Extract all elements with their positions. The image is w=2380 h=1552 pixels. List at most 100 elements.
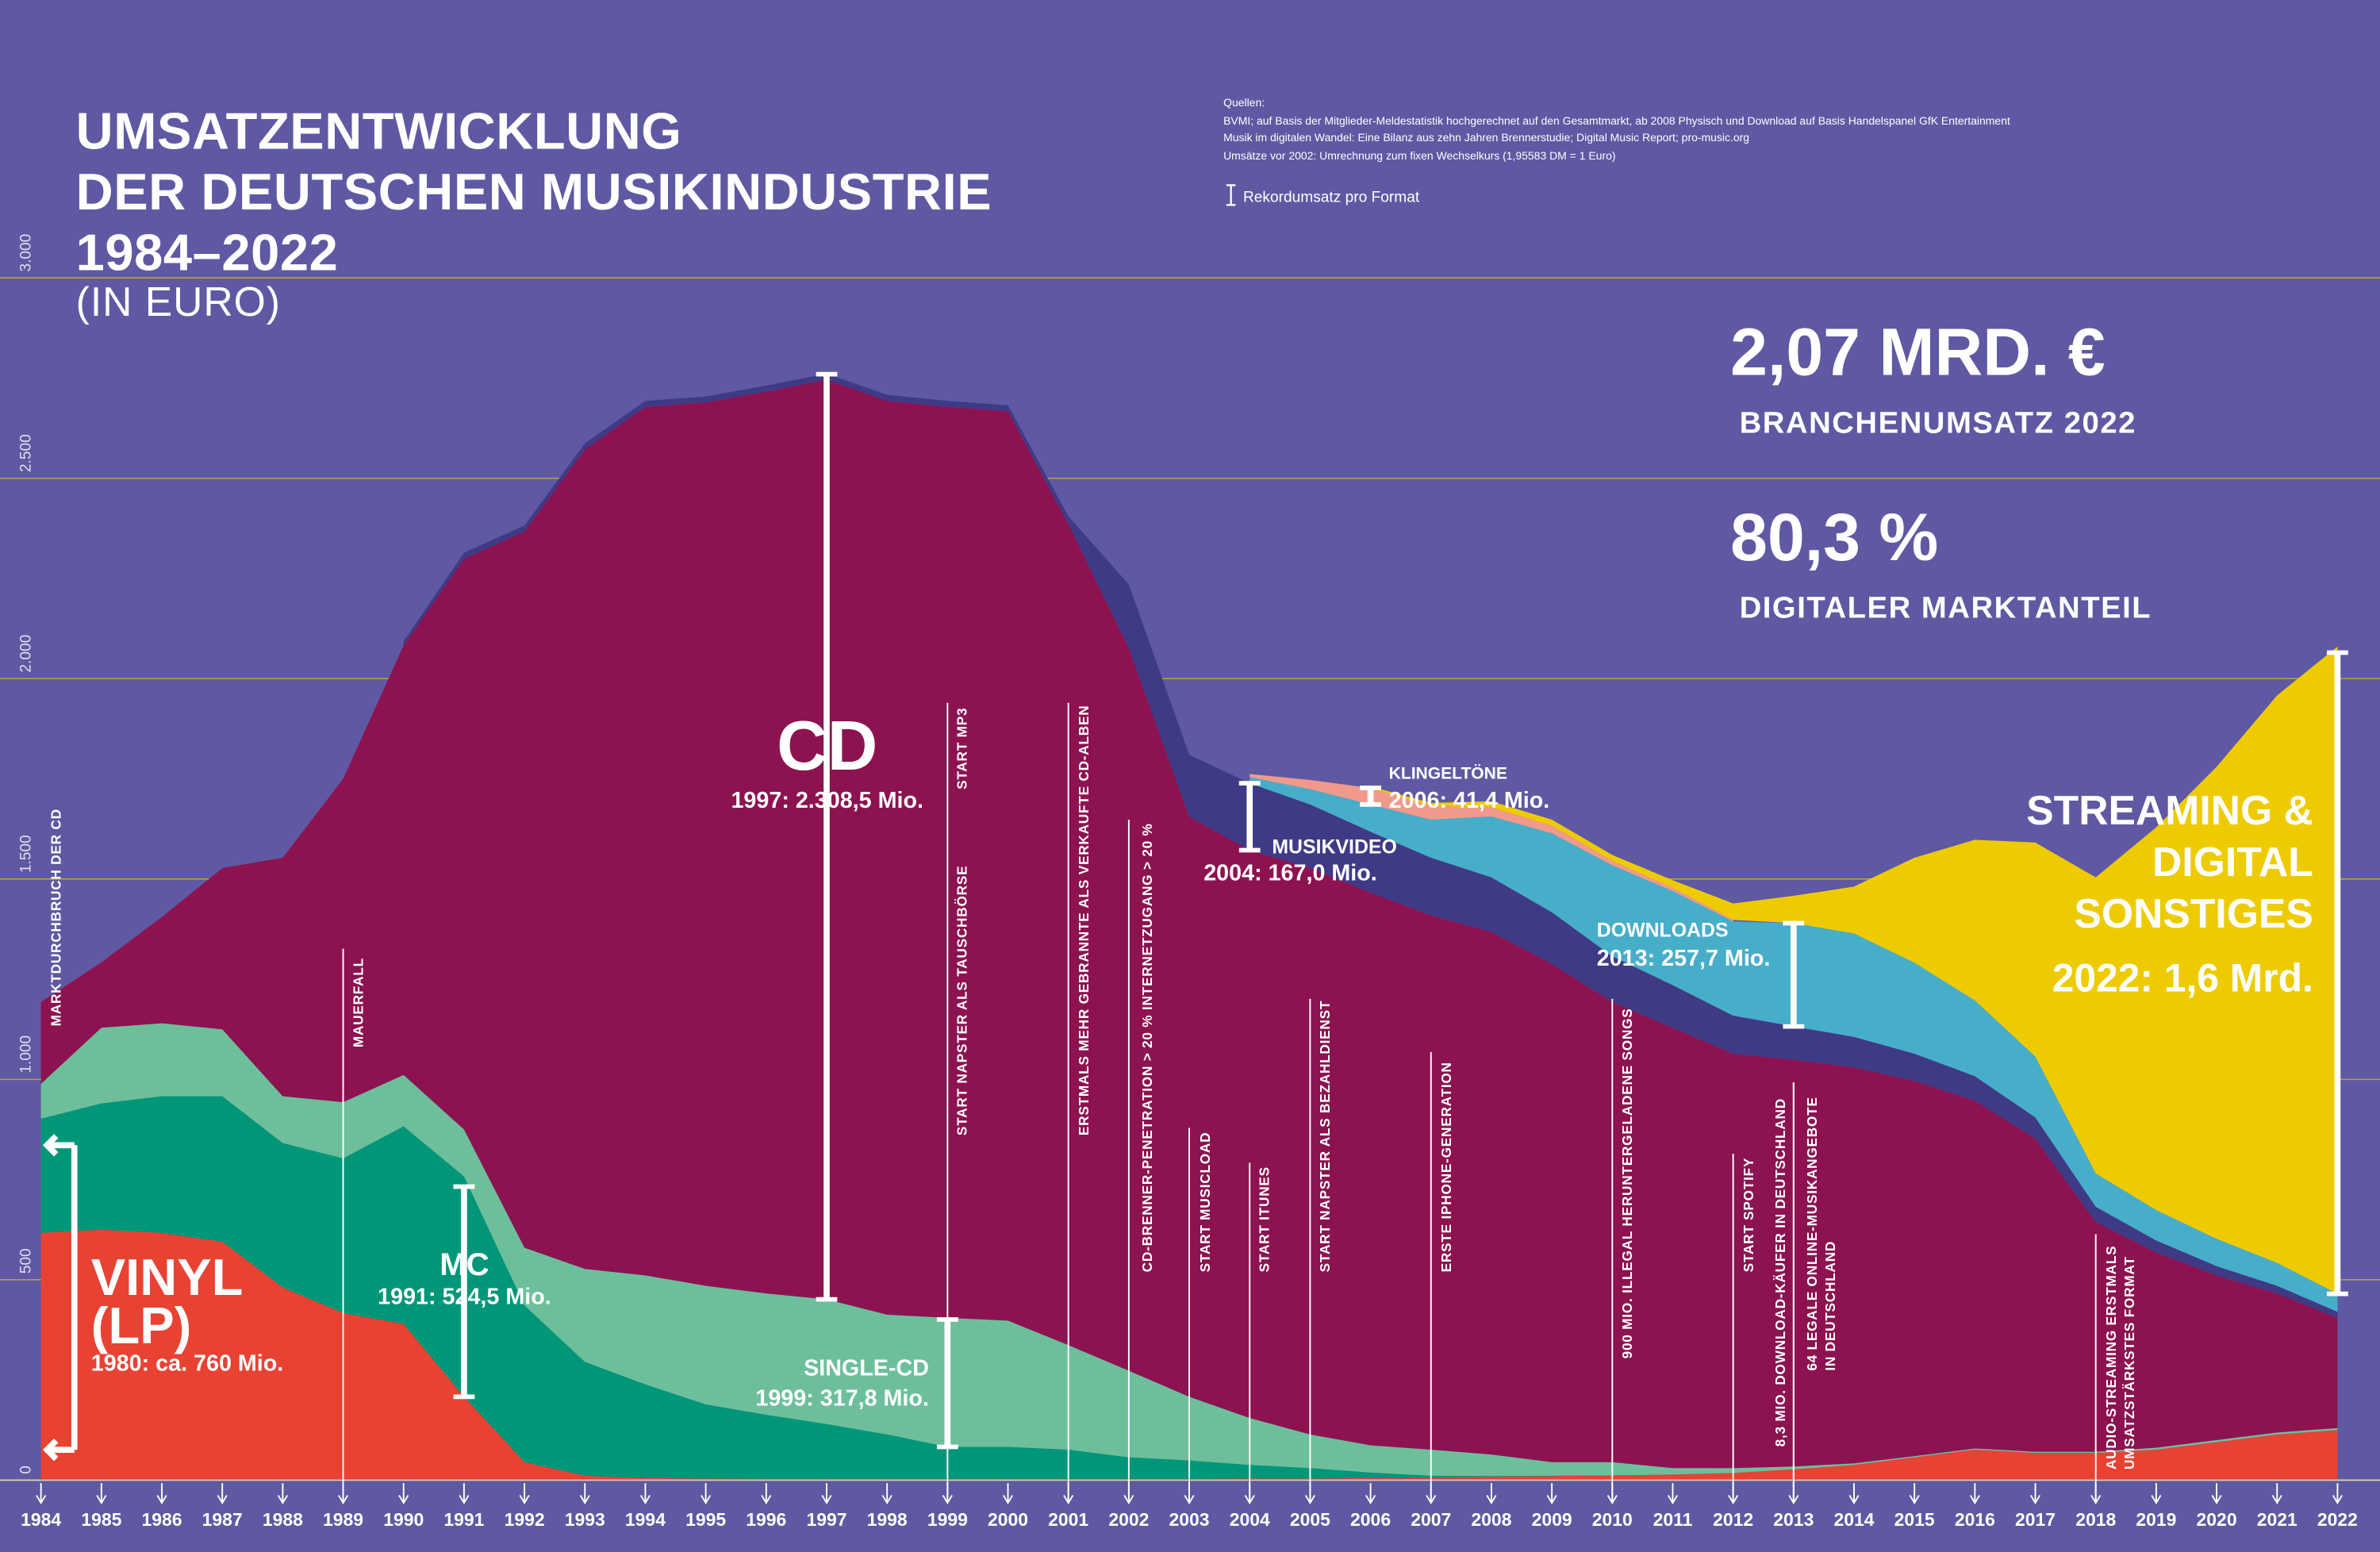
x-tick-label: 1999 xyxy=(927,1509,968,1530)
x-tick-label: 1994 xyxy=(625,1509,666,1530)
x-tick-arrow xyxy=(1667,1495,1679,1504)
y-tick-label: 2.500 xyxy=(17,434,34,472)
record-legend: Rekordumsatz pro Format xyxy=(1242,190,1420,207)
x-tick-label: 2013 xyxy=(1773,1509,1814,1530)
x-tick-label: 1996 xyxy=(746,1509,786,1530)
title-line: UMSATZENTWICKLUNG xyxy=(75,103,682,161)
subtitle: (IN EURO) xyxy=(75,279,281,325)
record-bar xyxy=(1238,781,1261,853)
event-label: CD-BRENNER-PENETRATION > 20 % INTERNETZU… xyxy=(1139,823,1155,1273)
source-line: Quellen: xyxy=(1223,95,1265,109)
x-tick-arrow xyxy=(156,1495,167,1504)
highlight-value: 80,3 % xyxy=(1730,501,1939,576)
x-tick-arrow xyxy=(1063,1495,1074,1504)
event-label: 64 LEGALE ONLINE-MUSIKANGEBOTE IN DEUTSC… xyxy=(1804,1097,1838,1371)
x-tick-label: 2016 xyxy=(1955,1509,1995,1530)
series-name: DOWNLOADS xyxy=(1596,918,1729,942)
area xyxy=(40,1229,2338,1481)
x-tick-arrow xyxy=(1546,1495,1557,1504)
x-tick-arrow xyxy=(1728,1495,1739,1504)
event-label: AUDIO-STREAMING ERSTMALS UMSATZSTÄRKSTES… xyxy=(2103,1245,2137,1470)
series-name: STREAMING & DIGITAL SONSTIGES xyxy=(2026,787,2313,936)
x-tick-arrow xyxy=(701,1495,712,1504)
event-label: 8,3 MIO. DOWNLOAD-KÄUFER IN DEUTSCHLAND xyxy=(1772,1098,1788,1447)
x-tick-label: 2003 xyxy=(1169,1509,1210,1530)
x-tick-label: 2007 xyxy=(1411,1509,1451,1530)
record-bar-arrow xyxy=(42,1134,75,1157)
series-record: 2013: 257,7 Mio. xyxy=(1596,945,1771,972)
record-bar xyxy=(42,1134,78,1462)
record-bar-arrow xyxy=(42,1438,75,1462)
x-tick-label: 2014 xyxy=(1833,1509,1874,1530)
event-label: START NAPSTER ALS TAUSCHBÖRSE xyxy=(954,865,971,1136)
area xyxy=(1370,646,2338,1294)
x-tick-arrow xyxy=(1123,1495,1134,1504)
x-tick-label: 2000 xyxy=(988,1509,1028,1530)
series-record: 1991: 524,5 Mio. xyxy=(378,1284,551,1311)
x-tick-arrow xyxy=(1848,1495,1860,1504)
series-name: KLINGELTÖNE xyxy=(1388,765,1507,784)
x-tick-arrow xyxy=(579,1495,590,1504)
series-record: 2004: 167,0 Mio. xyxy=(1203,860,1377,887)
highlight-label: DIGITALER MARKTANTEIL xyxy=(1739,592,2152,626)
y-tick-label: 500 xyxy=(17,1248,34,1273)
area xyxy=(40,1096,1553,1479)
x-tick-label: 1991 xyxy=(443,1509,484,1530)
x-tick-arrow xyxy=(1304,1495,1315,1504)
event-label: START MP3 xyxy=(954,707,971,789)
x-tick-label: 2022 xyxy=(2317,1509,2358,1530)
x-tick-label: 2015 xyxy=(1894,1509,1935,1530)
x-tick-arrow xyxy=(1788,1495,1799,1504)
event-label: START MUSICLOAD xyxy=(1196,1131,1212,1273)
x-tick-arrow xyxy=(821,1495,832,1504)
x-tick-label: 1987 xyxy=(202,1509,243,1530)
area xyxy=(1250,777,2338,1312)
event-label: START ITUNES xyxy=(1257,1166,1273,1273)
x-tick-arrow xyxy=(36,1495,47,1504)
x-tick-label: 2009 xyxy=(1532,1509,1572,1530)
x-tick-arrow xyxy=(2211,1495,2222,1504)
x-tick-arrow xyxy=(1244,1495,1255,1504)
source-line: BVMI; auf Basis der Mitglieder-Meldestat… xyxy=(1223,113,2010,127)
x-tick-label: 2008 xyxy=(1471,1509,1511,1530)
series-name: SINGLE-CD xyxy=(804,1355,929,1382)
record-bar xyxy=(1360,786,1381,807)
record-bar xyxy=(936,1317,958,1450)
record-bar xyxy=(2327,650,2348,1297)
x-tick-arrow xyxy=(2271,1495,2282,1504)
x-tick-label: 2005 xyxy=(1290,1509,1330,1530)
x-tick-label: 2011 xyxy=(1653,1509,1693,1530)
x-tick-label: 2017 xyxy=(2015,1509,2056,1530)
highlight-label: BRANCHENUMSATZ 2022 xyxy=(1739,406,2136,440)
x-tick-label: 1990 xyxy=(383,1509,424,1530)
x-tick-arrow xyxy=(1365,1495,1376,1504)
event-label: MARKTDURCHBRUCH DER CD xyxy=(48,809,64,1027)
x-tick-label: 1992 xyxy=(505,1509,545,1530)
y-tick-label: 1.000 xyxy=(17,1035,34,1074)
y-tick-label: 2.000 xyxy=(17,635,34,673)
x-tick-label: 1986 xyxy=(141,1509,182,1530)
x-tick-label: 1998 xyxy=(867,1509,908,1530)
x-tick-arrow xyxy=(277,1495,288,1504)
x-tick-arrow xyxy=(639,1495,651,1504)
x-tick-label: 2021 xyxy=(2257,1509,2297,1530)
x-tick-label: 2010 xyxy=(1592,1509,1633,1530)
title-line: DER DEUTSCHEN MUSIKINDUSTRIE xyxy=(75,163,992,222)
x-tick-label: 2020 xyxy=(2197,1509,2237,1530)
record-bar xyxy=(816,371,838,1302)
x-tick-arrow xyxy=(1606,1495,1618,1504)
source-line: Musik im digitalen Wandel: Eine Bilanz a… xyxy=(1223,130,1750,144)
record-legend-icon xyxy=(1226,184,1236,206)
event-label: 900 MIO. ILLEGAL HERUNTERGELADENE SONGS xyxy=(1619,1008,1635,1359)
x-tick-label: 1993 xyxy=(565,1509,605,1530)
x-tick-arrow xyxy=(942,1495,953,1504)
event-label: START SPOTIFY xyxy=(1741,1157,1756,1273)
x-tick-arrow xyxy=(2332,1495,2343,1504)
x-tick-arrow xyxy=(1426,1495,1437,1504)
source-line: Umsätze vor 2002: Umrechnung zum fixen W… xyxy=(1223,148,1616,162)
event-label: ERSTE IPHONE-GENERATION xyxy=(1438,1062,1454,1273)
x-tick-label: 1995 xyxy=(685,1509,726,1530)
y-tick-label: 1.500 xyxy=(17,835,34,873)
